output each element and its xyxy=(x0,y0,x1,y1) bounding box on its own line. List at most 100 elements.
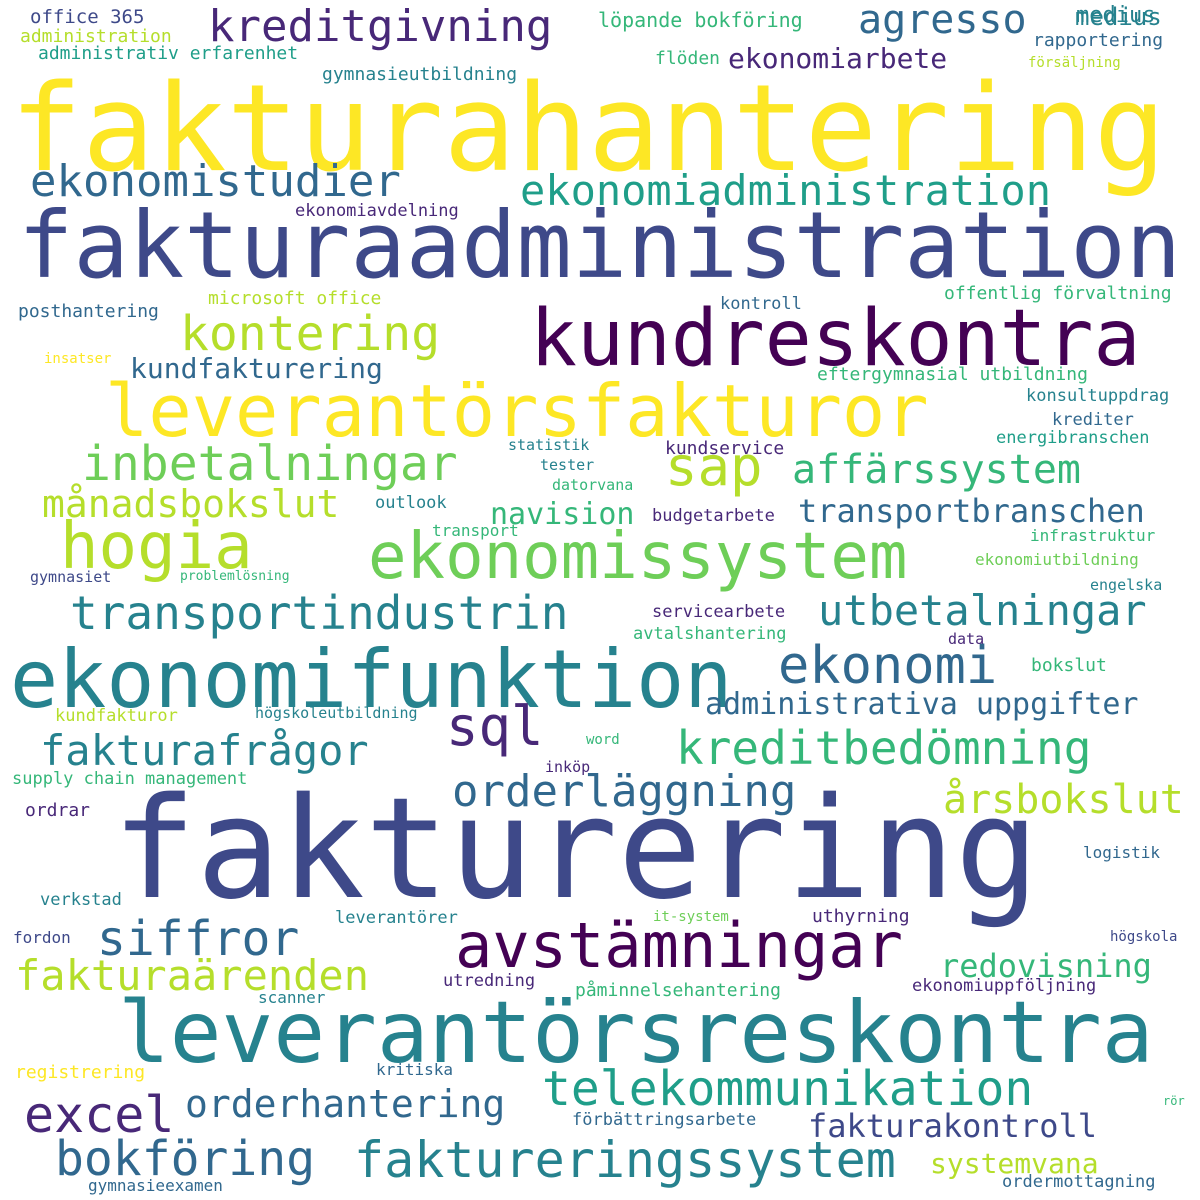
cloud-word: ekonomi xyxy=(778,636,998,696)
cloud-word: kreditbedömning xyxy=(676,721,1092,775)
cloud-word: datorvana xyxy=(552,476,634,494)
cloud-word: faktureringssystem xyxy=(354,1131,896,1189)
cloud-word: ordermottagning xyxy=(1002,1172,1156,1192)
cloud-word: fakturakontroll xyxy=(808,1107,1097,1145)
cloud-word: medius xyxy=(1075,3,1162,31)
cloud-word: ekonomiadministration xyxy=(520,166,1052,215)
cloud-word: orderläggning xyxy=(452,766,797,817)
cloud-word: rör xyxy=(1163,1094,1185,1108)
cloud-word: kritiska xyxy=(376,1060,454,1079)
cloud-word: word xyxy=(586,732,620,748)
cloud-word: ekonomistudier xyxy=(30,156,401,207)
cloud-word: sql xyxy=(446,695,544,758)
cloud-word: supply chain management xyxy=(12,769,248,789)
cloud-word: leverantörsreskontra xyxy=(118,983,1154,1083)
cloud-word: fakturahantering xyxy=(10,60,1166,199)
cloud-word: bokföring xyxy=(55,1131,316,1187)
cloud-word: uthyrning xyxy=(812,906,910,927)
cloud-word: rapportering xyxy=(1033,30,1164,51)
cloud-word: kundfakturering xyxy=(130,352,383,385)
cloud-word: outlook xyxy=(375,493,447,513)
cloud-word: påminnelsehantering xyxy=(575,980,781,1001)
cloud-word: scanner xyxy=(258,988,326,1007)
cloud-word: inbetalningar xyxy=(82,436,458,492)
cloud-word: microsoft office xyxy=(208,288,382,309)
cloud-word: förbättringsarbete xyxy=(572,1110,757,1130)
cloud-word: verkstad xyxy=(40,890,122,910)
cloud-word: office 365 xyxy=(30,6,145,28)
cloud-word: konsultuppdrag xyxy=(1026,386,1170,406)
cloud-word: administration xyxy=(20,26,172,47)
cloud-word: medius xyxy=(1076,3,1156,28)
cloud-word: ekonomiutbildning xyxy=(975,550,1139,569)
cloud-word: flöden xyxy=(655,48,721,69)
cloud-word: ekonomiarbete xyxy=(728,42,948,75)
cloud-word: orderhantering xyxy=(185,1082,506,1126)
cloud-word: ekonomissystem xyxy=(368,520,908,594)
cloud-word: data xyxy=(948,630,985,648)
cloud-word: utredning xyxy=(443,971,536,991)
cloud-word: hogia xyxy=(60,510,253,584)
cloud-word: avstämningar xyxy=(455,909,903,982)
cloud-word: navision xyxy=(490,497,635,532)
cloud-word: problemlösning xyxy=(180,569,290,584)
cloud-word: fordon xyxy=(13,928,71,947)
cloud-word: redovisning xyxy=(940,947,1152,985)
cloud-word: systemvana xyxy=(930,1147,1099,1180)
cloud-word: kundfakturor xyxy=(55,706,178,726)
cloud-word: kundreskontra xyxy=(530,294,1141,384)
cloud-word: servicearbete xyxy=(652,602,786,622)
cloud-word: ekonomifunktion xyxy=(10,633,733,726)
cloud-word: månadsbokslut xyxy=(42,482,340,526)
cloud-word: insatser xyxy=(44,351,112,367)
cloud-word: infrastruktur xyxy=(1030,526,1156,545)
cloud-word: energibranschen xyxy=(996,428,1150,448)
cloud-word: årsbokslut xyxy=(943,777,1184,823)
cloud-word: affärssystem xyxy=(792,447,1081,493)
cloud-word: administrativ erfarenhet xyxy=(38,43,299,64)
cloud-word: fakturering xyxy=(112,768,1040,931)
cloud-word: transport xyxy=(432,521,519,540)
cloud-word: gymnasieexamen xyxy=(88,1176,223,1195)
cloud-word: kontroll xyxy=(720,294,802,314)
cloud-word: eftergymnasial utbildning xyxy=(817,364,1088,385)
cloud-word: offentlig förvaltning xyxy=(944,283,1172,304)
cloud-word: högskola xyxy=(1110,929,1178,945)
cloud-word: utbetalningar xyxy=(818,586,1147,635)
cloud-word: gymnasiet xyxy=(30,568,112,586)
cloud-word: sap xyxy=(665,435,763,498)
cloud-word: posthantering xyxy=(18,301,159,322)
cloud-word: agresso xyxy=(858,0,1027,43)
cloud-word: leverantörer xyxy=(335,908,458,928)
cloud-word: bokslut xyxy=(1031,655,1107,676)
cloud-word: gymnasieutbildning xyxy=(322,64,518,85)
cloud-word: ekonomiuppföljning xyxy=(912,976,1097,996)
cloud-word: kreditgivning xyxy=(208,1,553,52)
cloud-word: statistik xyxy=(508,436,590,454)
cloud-word: försäljning xyxy=(1028,55,1121,71)
cloud-word: tester xyxy=(540,456,595,474)
cloud-word: fakturafrågor xyxy=(40,726,369,775)
cloud-word: krediter xyxy=(1052,410,1134,430)
cloud-word: fakturaadministration xyxy=(18,192,1182,299)
cloud-word: fakturaärenden xyxy=(15,951,370,1000)
cloud-word: ordrar xyxy=(25,800,91,821)
cloud-word: avtalshantering xyxy=(633,624,787,644)
cloud-word: telekommunikation xyxy=(542,1061,1034,1117)
cloud-word: administrativa uppgifter xyxy=(705,687,1139,722)
cloud-word: löpande bokföring xyxy=(598,8,803,32)
cloud-word: registrering xyxy=(15,1062,146,1083)
cloud-word: kundservice xyxy=(665,438,785,459)
cloud-word: ekonomiavdelning xyxy=(295,201,459,221)
cloud-word: it-system xyxy=(653,909,729,925)
cloud-word: högskoleutbildning xyxy=(255,704,418,722)
cloud-word: siffror xyxy=(97,911,300,967)
cloud-word: budgetarbete xyxy=(652,506,775,526)
cloud-word: transportindustrin xyxy=(70,586,569,640)
cloud-word: leverantörsfakturor xyxy=(105,369,929,453)
cloud-word: transportbranschen xyxy=(798,492,1145,530)
cloud-word: excel xyxy=(24,1086,175,1144)
cloud-word: kontering xyxy=(180,306,441,362)
cloud-word: engelska xyxy=(1090,576,1163,594)
